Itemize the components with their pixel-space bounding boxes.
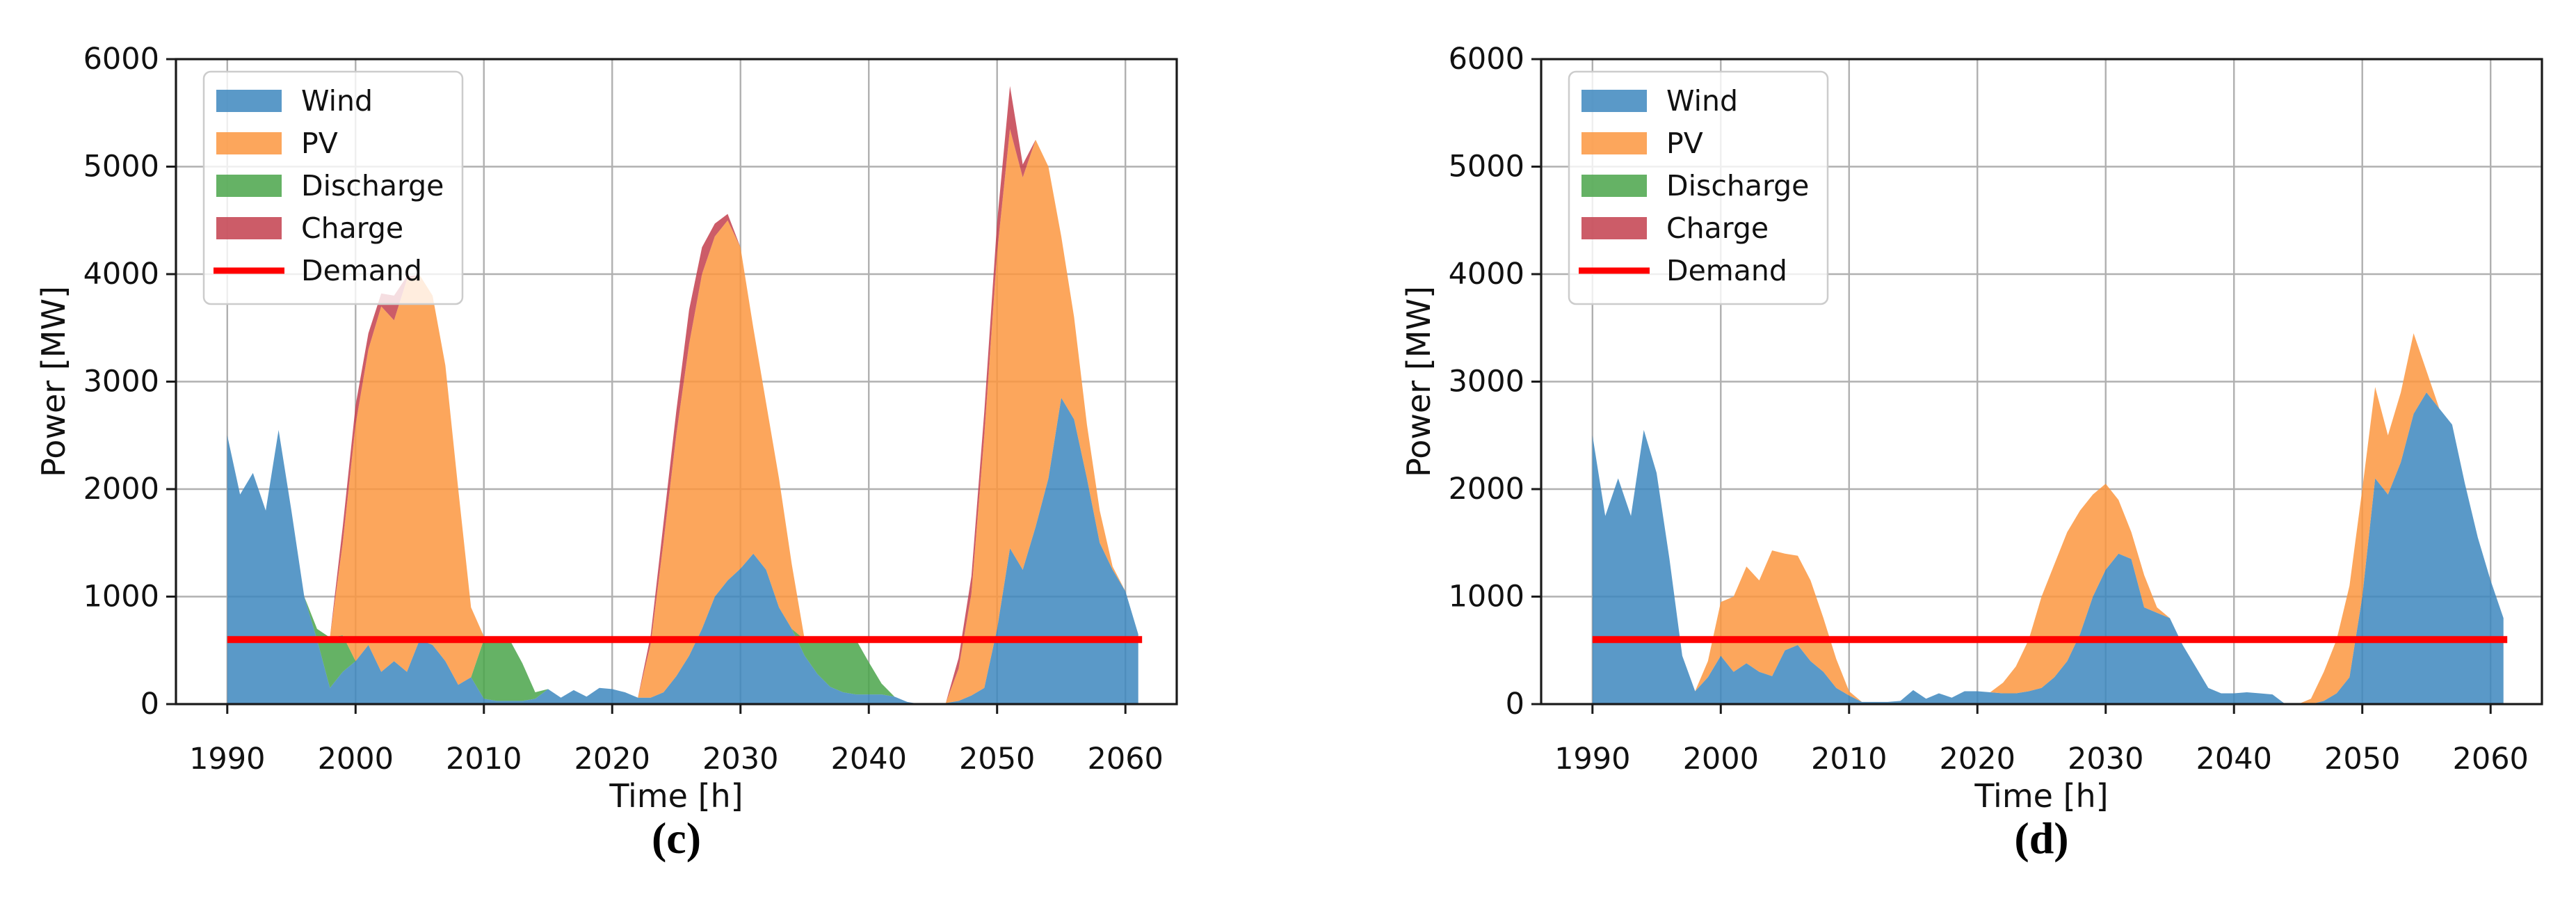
y-tick-label: 5000 xyxy=(83,150,159,184)
y-tick-label: 6000 xyxy=(1449,42,1524,77)
ticks xyxy=(166,58,1127,714)
y-tick-label: 2000 xyxy=(83,472,159,507)
legend-label-wind: Wind xyxy=(301,84,373,118)
legend-box xyxy=(1568,70,1829,305)
legend-swatch-pv xyxy=(216,132,282,154)
legend-label-charge: Charge xyxy=(301,212,403,245)
legend-label-pv: PV xyxy=(301,127,338,160)
legend-label-discharge: Discharge xyxy=(1666,169,1809,202)
x-tick-label: 2010 xyxy=(1811,742,1887,776)
ticks xyxy=(1531,58,2492,714)
x-tick-label: 1990 xyxy=(189,742,265,776)
legend: Wind PV Discharge Charge Demand xyxy=(1568,70,1829,305)
y-tick-label: 2000 xyxy=(1449,472,1524,507)
y-tick-label: 0 xyxy=(140,687,159,721)
x-tick-label: 1990 xyxy=(1554,742,1630,776)
y-tick-label: 4000 xyxy=(1449,257,1524,292)
x-tick-label: 2000 xyxy=(318,742,394,776)
legend-label-charge: Charge xyxy=(1666,212,1769,245)
subplot-caption-c: (c) xyxy=(651,813,702,863)
area-wind xyxy=(1592,392,2504,704)
x-tick-label: 2000 xyxy=(1683,742,1759,776)
legend-label-wind: Wind xyxy=(1666,84,1738,118)
y-tick-label: 5000 xyxy=(1449,150,1524,184)
legend-swatch-discharge xyxy=(1581,175,1647,197)
x-tick-label: 2040 xyxy=(2196,742,2272,776)
legend-label-demand: Demand xyxy=(1666,254,1787,287)
x-tick-label: 2050 xyxy=(959,742,1035,776)
y-tick-label: 1000 xyxy=(83,580,159,614)
x-tick-label: 2050 xyxy=(2324,742,2400,776)
legend-swatch-wind xyxy=(1581,90,1647,112)
x-axis-label: Time [h] xyxy=(1974,777,2108,815)
x-tick-label: 2020 xyxy=(574,742,650,776)
x-tick-label: 2060 xyxy=(2452,742,2528,776)
y-axis-label: Power [MW] xyxy=(35,286,72,477)
y-tick-label: 4000 xyxy=(83,257,159,292)
legend-label-discharge: Discharge xyxy=(301,169,444,202)
y-tick-label: 0 xyxy=(1506,687,1524,721)
legend-swatch-discharge xyxy=(216,175,282,197)
legend-swatch-wind xyxy=(216,90,282,112)
legend-box xyxy=(202,70,464,305)
y-tick-label: 3000 xyxy=(1449,365,1524,399)
legend-swatch-charge xyxy=(216,217,282,239)
area-pv xyxy=(227,129,1138,704)
x-axis-label: Time [h] xyxy=(609,777,743,815)
x-tick-label: 2060 xyxy=(1087,742,1163,776)
chart-c: 1990 2000 2010 2020 2030 2040 2050 2060 0 1000 200… xyxy=(35,42,1178,815)
area-wind xyxy=(227,397,1138,704)
x-tick-label: 2030 xyxy=(2068,742,2143,776)
y-tick-label: 6000 xyxy=(83,42,159,77)
y-tick-label: 1000 xyxy=(1449,580,1524,614)
x-tick-label: 2030 xyxy=(702,742,778,776)
x-tick-label: 2020 xyxy=(1940,742,2015,776)
legend-swatch-charge xyxy=(1581,217,1647,239)
legend: Wind PV Discharge Charge Demand xyxy=(202,70,464,305)
y-axis-label: Power [MW] xyxy=(1400,286,1438,477)
chart-d: 1990 2000 2010 2020 2030 2040 2050 2060 0 1000 200… xyxy=(1400,42,2543,815)
y-tick-label: 3000 xyxy=(83,365,159,399)
x-tick-label: 2040 xyxy=(831,742,907,776)
legend-label-demand: Demand xyxy=(301,254,422,287)
legend-swatch-pv xyxy=(1581,132,1647,154)
x-tick-label: 2010 xyxy=(446,742,522,776)
subplot-caption-d: (d) xyxy=(2014,813,2069,863)
area-pv xyxy=(1592,333,2504,704)
legend-label-pv: PV xyxy=(1666,127,1703,160)
